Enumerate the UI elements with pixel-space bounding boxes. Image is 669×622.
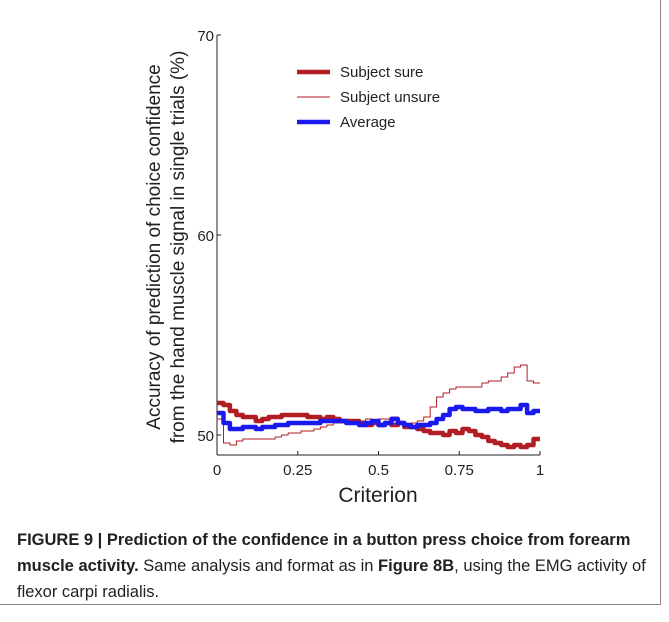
y-axis-label-line2: from the hand muscle signal in single tr…: [168, 51, 189, 444]
caption-text-1: Same analysis and format as in: [138, 557, 379, 575]
series-line-subject-unsure: [217, 364, 540, 446]
y-axis-label-line1: Accuracy of prediction of choice confide…: [144, 64, 165, 429]
caption-figure-ref[interactable]: Figure 8B: [378, 557, 455, 575]
chart-series: [217, 364, 540, 450]
y-tick-label: 50: [197, 428, 214, 445]
y-tick-label: 60: [197, 228, 214, 245]
x-tick-label: 0.5: [368, 462, 389, 479]
legend-label: Average: [340, 114, 396, 131]
legend-label: Subject sure: [340, 64, 423, 81]
caption-label: FIGURE 9 | Prediction of the confidence …: [17, 531, 631, 575]
series-line-average: [217, 402, 540, 432]
chart-axes: 0 0.25 0.5 0.75 1 50 60 70: [197, 28, 544, 479]
figure-caption: FIGURE 9 | Prediction of the confidence …: [17, 527, 657, 605]
chart-legend: Subject sure Subject unsure Average: [297, 64, 440, 131]
x-tick-label: 0.25: [283, 462, 312, 479]
caption-text-2: , using the EMG activity of flexor carpi…: [17, 557, 646, 601]
x-tick-label: 1: [536, 462, 544, 479]
x-tick-label: 0: [213, 462, 221, 479]
x-axis-label: Criterion: [338, 484, 417, 507]
legend-label: Subject unsure: [340, 89, 440, 106]
y-tick-label: 70: [197, 28, 214, 45]
figure-frame: [0, 0, 661, 605]
x-tick-label: 0.75: [445, 462, 474, 479]
